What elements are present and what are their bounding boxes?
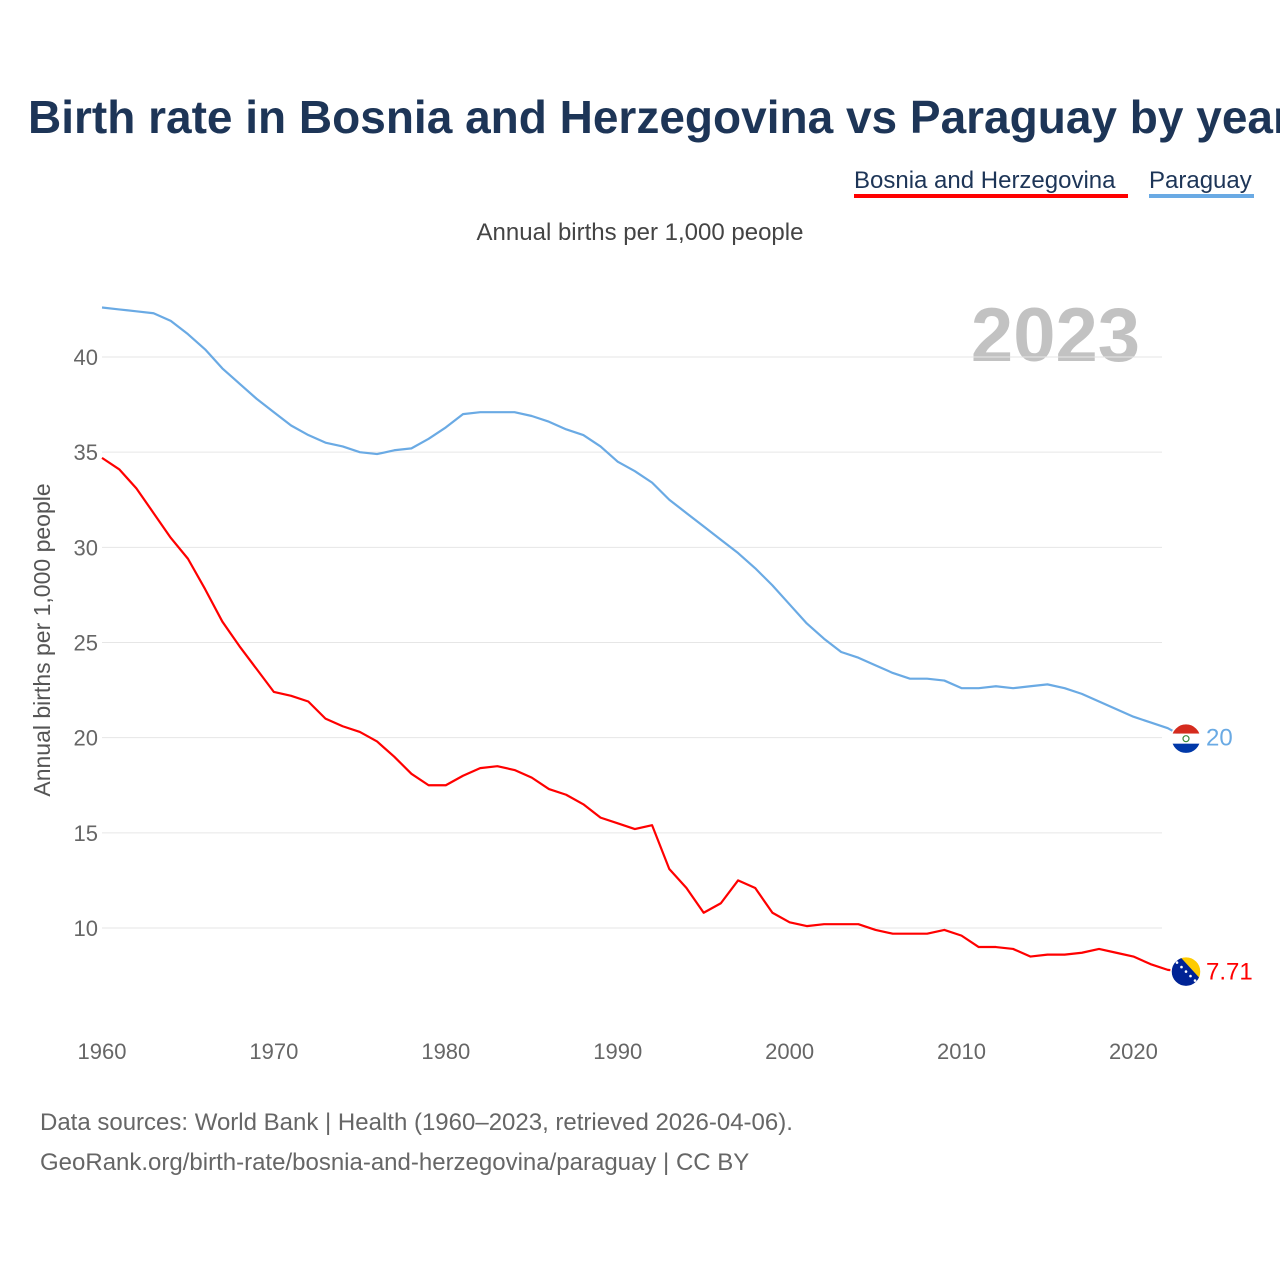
y-tick-label: 30 bbox=[74, 535, 98, 560]
end-markers: 7.71 20 bbox=[1170, 722, 1253, 988]
legend-swatch-paraguay bbox=[1149, 194, 1254, 198]
legend: Bosnia and Herzegovina Paraguay bbox=[854, 167, 1254, 198]
x-tick-label: 1980 bbox=[421, 1039, 470, 1064]
x-tick-label: 1990 bbox=[593, 1039, 642, 1064]
chart-subtitle: Annual births per 1,000 people bbox=[477, 219, 804, 246]
paraguay-flag-icon bbox=[1170, 722, 1202, 755]
chart-title: Birth rate in Bosnia and Herzegovina vs … bbox=[28, 91, 1280, 143]
source-line-2[interactable]: GeoRank.org/birth-rate/bosnia-and-herzeg… bbox=[40, 1149, 749, 1176]
end-value-label-paraguay: 20 bbox=[1206, 725, 1233, 752]
series-line-paraguay[interactable] bbox=[101, 306, 1186, 739]
gridlines bbox=[102, 356, 1162, 929]
y-tick-label: 40 bbox=[74, 345, 98, 370]
bosnia-flag-icon bbox=[1170, 955, 1202, 988]
y-tick-label: 25 bbox=[74, 631, 98, 656]
y-tick-label: 35 bbox=[74, 440, 98, 465]
series-line-bosnia[interactable] bbox=[101, 456, 1186, 973]
source-line-1: Data sources: World Bank | Health (1960–… bbox=[40, 1109, 793, 1136]
y-tick-label: 15 bbox=[74, 821, 98, 846]
y-axis-ticks: 10 15 20 25 30 35 40 bbox=[74, 345, 98, 941]
legend-entry-paraguay[interactable]: Paraguay bbox=[1149, 167, 1252, 194]
year-watermark: 2023 bbox=[971, 293, 1140, 378]
legend-swatch-bosnia bbox=[854, 194, 1128, 198]
y-tick-label: 10 bbox=[74, 916, 98, 941]
y-tick-label: 20 bbox=[74, 726, 98, 751]
end-value-label-bosnia: 7.71 bbox=[1206, 959, 1253, 986]
x-tick-label: 2020 bbox=[1109, 1039, 1158, 1064]
series-lines bbox=[101, 306, 1186, 973]
x-tick-label: 2000 bbox=[765, 1039, 814, 1064]
x-tick-label: 1960 bbox=[78, 1039, 127, 1064]
x-axis-ticks: 1960 1970 1980 1990 2000 2010 2020 bbox=[78, 1039, 1158, 1064]
y-axis-label: Annual births per 1,000 people bbox=[29, 483, 55, 796]
legend-entry-bosnia[interactable]: Bosnia and Herzegovina bbox=[854, 167, 1116, 194]
x-tick-label: 1970 bbox=[249, 1039, 298, 1064]
x-tick-label: 2010 bbox=[937, 1039, 986, 1064]
